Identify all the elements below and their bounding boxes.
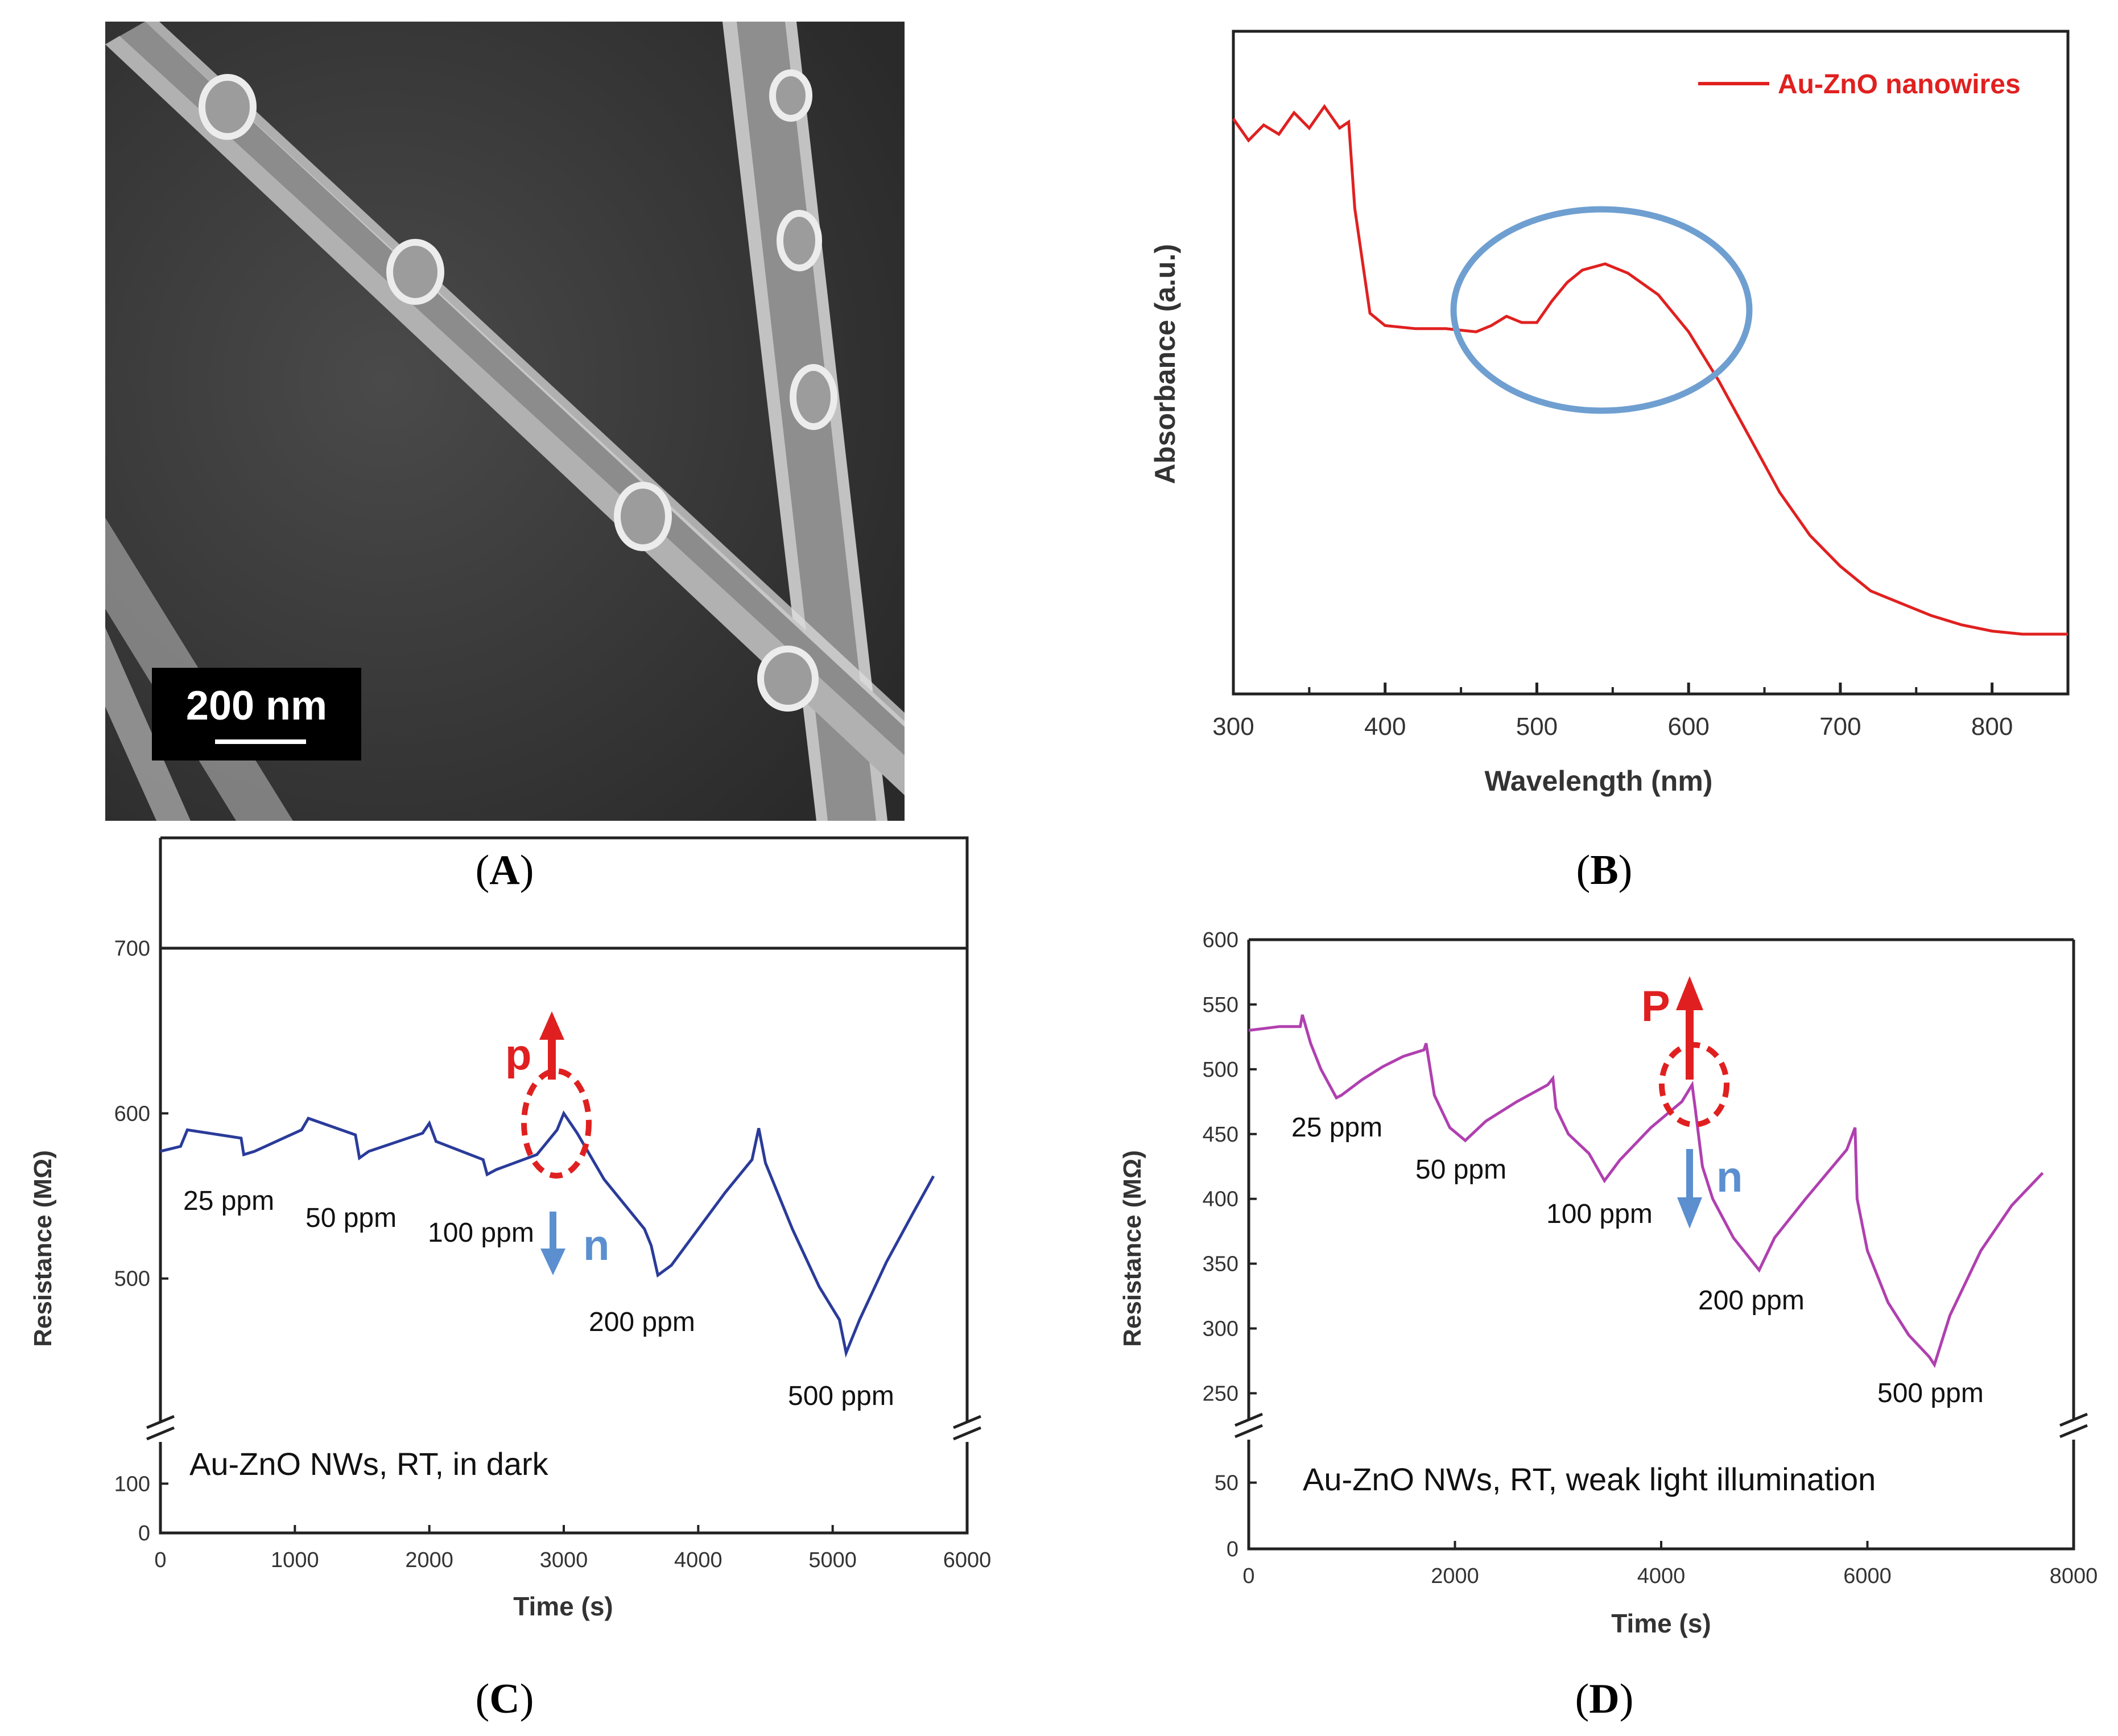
x-tick-label: 5000: [808, 1548, 857, 1572]
chart-c-axes: [159, 948, 969, 1535]
p-n-transition-highlight: [1659, 1042, 1729, 1127]
chart-d-axes: [1247, 938, 2075, 1551]
wire-left-2: [105, 627, 191, 821]
p-label: P: [1641, 982, 1670, 1031]
panel-label-d: (D): [1575, 1676, 1634, 1722]
chart-d-xlabel: Time (s): [1611, 1609, 1711, 1638]
y-tick-label: 0: [1227, 1537, 1238, 1561]
annotation-100ppm: 100 ppm: [428, 1218, 534, 1248]
sem-image: 200 nm: [105, 22, 905, 821]
scale-bar: 200 nm: [152, 668, 361, 760]
resistance-dark-series-line: [160, 1110, 935, 1358]
x-tick-label: 4000: [1637, 1564, 1686, 1588]
x-tick-label: 0: [154, 1548, 166, 1572]
y-tick-label: 250: [1203, 1382, 1238, 1406]
x-tick-label: 600: [1667, 713, 1709, 741]
chart-c-frame-upper: [159, 836, 969, 950]
y-tick-label: 700: [114, 937, 150, 961]
n-label: n: [583, 1221, 609, 1270]
scale-bar-label: 200 nm: [185, 683, 328, 729]
axis-break-marks: [146, 1415, 981, 1441]
y-tick-label: 600: [114, 1102, 150, 1126]
chart-c-xlabel: Time (s): [513, 1592, 613, 1621]
n-label: n: [1716, 1153, 1743, 1201]
annotation-500ppm: 500 ppm: [788, 1381, 894, 1411]
annotation-200ppm: 200 ppm: [1698, 1286, 1805, 1316]
annotation-500ppm: 500 ppm: [1877, 1378, 1984, 1408]
x-tick-label: 4000: [674, 1548, 722, 1572]
x-tick-label: 3000: [540, 1548, 588, 1572]
panel-label-b: (B): [1576, 847, 1633, 894]
y-tick-label: 500: [114, 1267, 150, 1291]
annotation-50ppm: 50 ppm: [305, 1203, 397, 1233]
x-tick-label: 6000: [1843, 1564, 1892, 1588]
y-tick-label: 100: [114, 1472, 150, 1496]
scale-bar-line: [215, 739, 306, 744]
p-label: p: [505, 1031, 531, 1079]
panel-label-c: (C): [475, 1676, 534, 1722]
y-tick-label: 500: [1203, 1058, 1238, 1082]
annotation-25ppm: 25 ppm: [1291, 1113, 1382, 1143]
y-tick-label: 400: [1203, 1188, 1238, 1212]
x-tick-label: 0: [1242, 1564, 1254, 1588]
resistance-light-series-line: [1248, 1014, 2044, 1369]
y-tick-label: 0: [138, 1522, 150, 1545]
chart-d-ylabel: Resistance (MΩ): [1118, 1150, 1146, 1347]
y-tick-label: 50: [1215, 1472, 1238, 1495]
y-tick-label: 350: [1203, 1253, 1238, 1276]
annotation-25ppm: 25 ppm: [183, 1186, 274, 1216]
chart-c-ylabel: Resistance (MΩ): [29, 1150, 57, 1347]
chart-b-xlabel: Wavelength (nm): [1485, 765, 1713, 797]
x-tick-label: 800: [1971, 713, 2013, 741]
chart-d-inner-label: Au-ZnO NWs, RT, weak light illumination: [1303, 1461, 1876, 1497]
absorbance-series-line: [1232, 104, 2068, 636]
x-tick-label: 2000: [405, 1548, 453, 1572]
p-n-transition-highlight: [521, 1068, 592, 1179]
chart-c-inner-label: Au-ZnO NWs, RT, in dark: [189, 1446, 549, 1482]
x-tick-label: 8000: [2050, 1564, 2098, 1588]
y-tick-label: 600: [1203, 928, 1238, 952]
x-tick-label: 400: [1364, 713, 1406, 741]
annotation-200ppm: 200 ppm: [589, 1307, 695, 1337]
x-tick-label: 6000: [943, 1548, 992, 1572]
au-nanoparticles: [199, 69, 837, 712]
axis-break-marks: [1235, 1412, 2088, 1439]
y-tick-label: 450: [1203, 1123, 1238, 1147]
sem-micrograph: [105, 22, 905, 821]
chart-b-frame: [1232, 30, 2070, 696]
y-tick-label: 550: [1203, 993, 1238, 1017]
plasmon-highlight-ellipse: [1450, 206, 1753, 414]
x-tick-label: 2000: [1431, 1564, 1479, 1588]
annotation-100ppm: 100 ppm: [1546, 1199, 1653, 1229]
chart-b-ylabel: Absorbance (a.u.): [1149, 244, 1181, 484]
panel-label-a: (A): [475, 847, 534, 894]
x-tick-label: 700: [1819, 713, 1861, 741]
x-tick-label: 500: [1516, 713, 1558, 741]
y-tick-label: 300: [1203, 1317, 1238, 1341]
annotation-50ppm: 50 ppm: [1415, 1155, 1506, 1185]
x-tick-label: 1000: [271, 1548, 319, 1572]
legend-label: Au-ZnO nanowires: [1778, 69, 2021, 100]
x-tick-label: 300: [1212, 713, 1254, 741]
